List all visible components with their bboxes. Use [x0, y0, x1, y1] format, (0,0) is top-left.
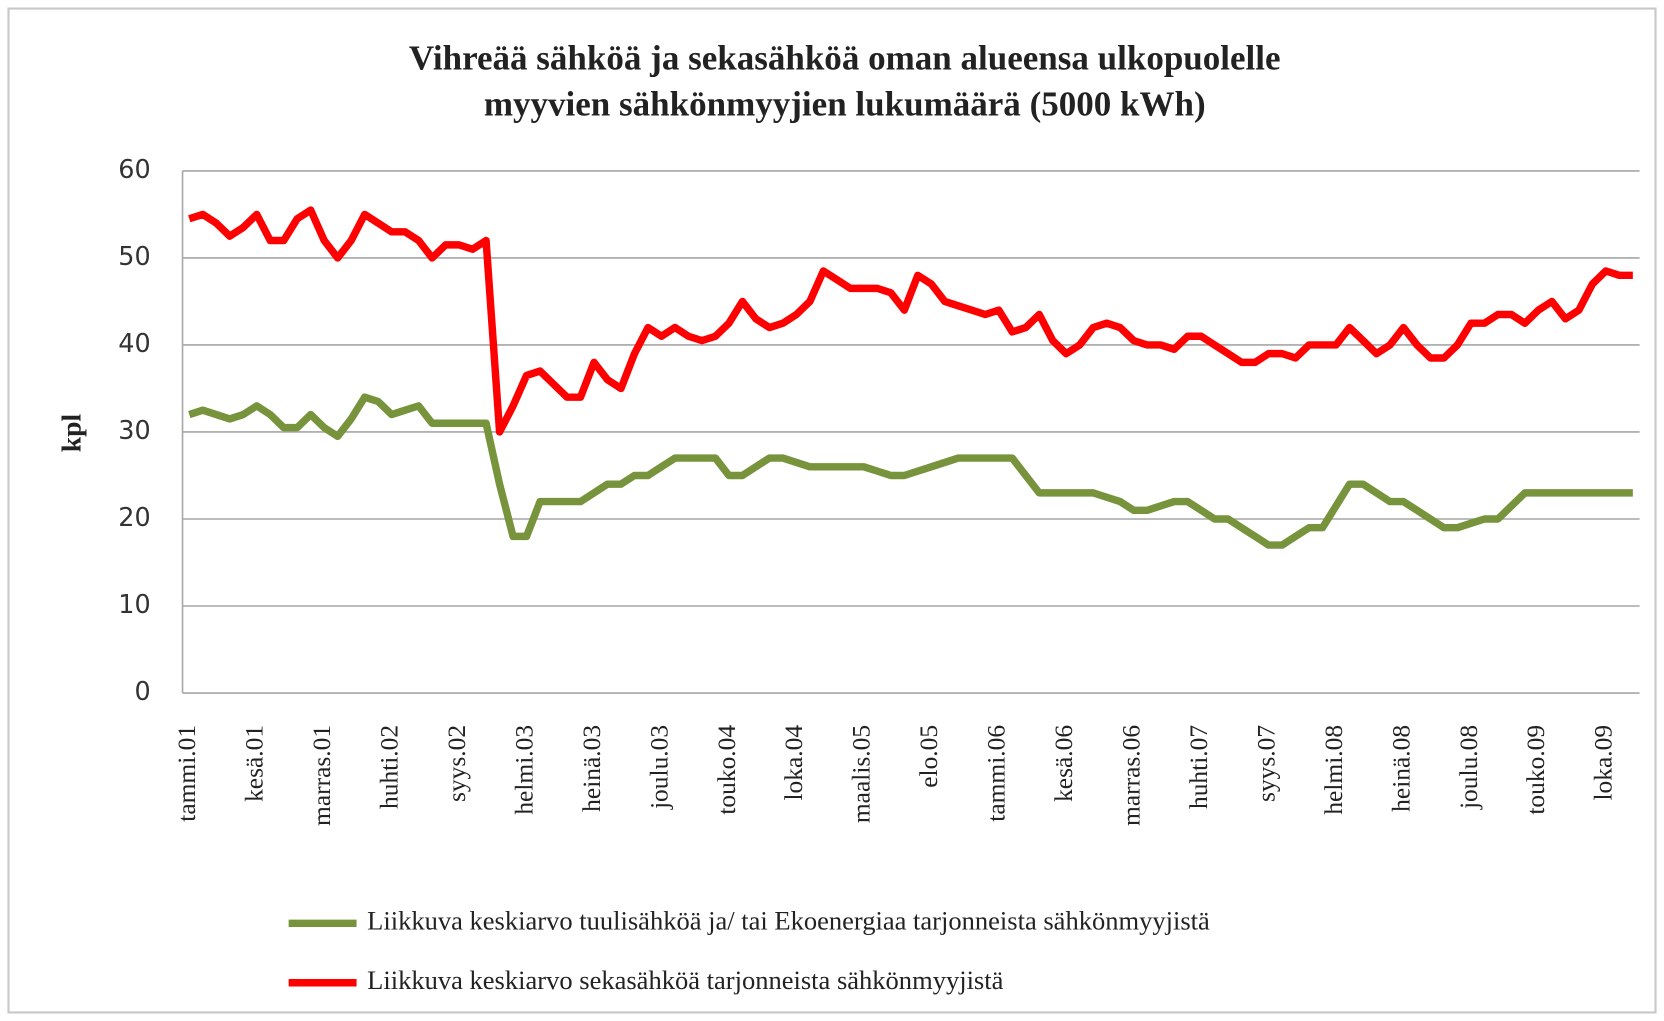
legend-label: Liikkuva keskiarvo sekasähköä tarjonneis… — [367, 965, 1003, 995]
line-series — [188, 393, 1633, 549]
y-tick-label: 40 — [118, 329, 150, 359]
chart-title: Vihreää sähköä ja sekasähköä oman alueen… — [409, 39, 1281, 78]
y-tick-label: 50 — [118, 242, 150, 272]
x-tick-label: huhti.07 — [1184, 725, 1213, 809]
chart-frame — [7, 7, 1657, 1014]
y-tick-label: 30 — [118, 416, 150, 446]
x-tick-label: tammi.01 — [172, 725, 201, 822]
chart-title: myyvien sähkönmyyjien lukumäärä (5000 kW… — [484, 84, 1206, 123]
y-tick-label: 60 — [118, 155, 150, 185]
x-tick-label: huhti.02 — [374, 725, 403, 809]
x-tick-label: helmi.08 — [1319, 725, 1348, 815]
x-tick-label: loka.04 — [779, 725, 808, 801]
line-series — [188, 206, 1633, 436]
x-tick-label: heinä.03 — [577, 725, 606, 812]
x-tick-label: tammi.06 — [982, 725, 1011, 822]
x-tick-label: loka.09 — [1589, 725, 1618, 801]
x-tick-label: maalis.05 — [847, 725, 876, 823]
x-tick-label: marras.01 — [307, 725, 336, 826]
y-tick-label: 20 — [118, 503, 150, 533]
x-tick-label: joulu.03 — [644, 725, 673, 810]
y-tick-label: 0 — [134, 677, 150, 707]
x-tick-label: syys.07 — [1251, 725, 1280, 802]
x-tick-label: joulu.08 — [1454, 725, 1483, 810]
x-tick-label: kesä.01 — [240, 725, 269, 802]
x-tick-label: marras.06 — [1117, 725, 1146, 826]
x-tick-label: elo.05 — [914, 725, 943, 788]
x-tick-label: touko.09 — [1521, 725, 1550, 815]
y-tick-label: 10 — [118, 590, 150, 620]
x-tick-label: helmi.03 — [509, 725, 538, 815]
x-tick-label: kesä.06 — [1049, 725, 1078, 802]
x-tick-label: heinä.08 — [1386, 725, 1415, 812]
legend-label: Liikkuva keskiarvo tuulisähköä ja/ tai E… — [367, 905, 1210, 935]
x-tick-label: touko.04 — [712, 725, 741, 815]
y-axis-label: kpl — [56, 414, 87, 453]
x-tick-label: syys.02 — [442, 725, 471, 802]
